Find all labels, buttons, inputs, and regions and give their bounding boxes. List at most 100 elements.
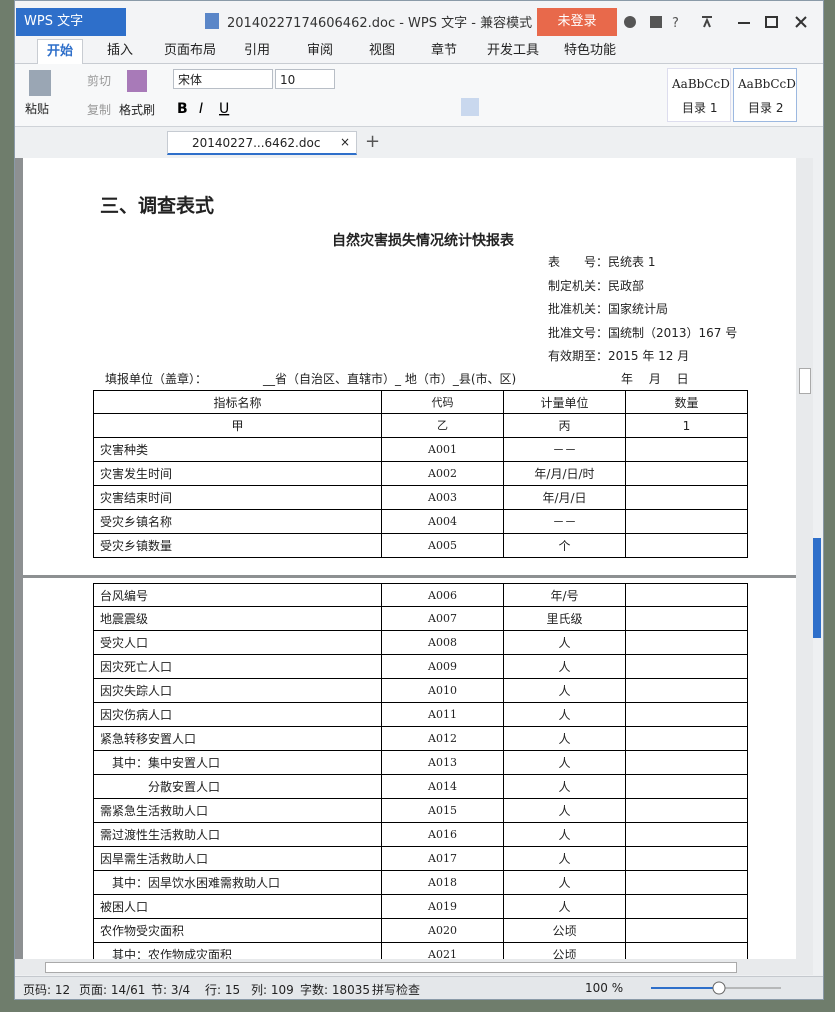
cut-label[interactable]: 剪切 — [87, 74, 112, 88]
quick-access-bar: 20140227...6462.doc × + — [15, 129, 823, 157]
document-tab-label: 20140227...6462.doc — [192, 136, 321, 150]
table-cell: 个 — [504, 534, 626, 558]
document-tab[interactable]: 20140227...6462.doc × — [167, 131, 357, 155]
document-area: 三、调查表式 自然灾害损失情况统计快报表 表 号： 民统表 1 制定机关： 民政部 批准… — [15, 158, 796, 959]
help-icon[interactable]: ? — [672, 16, 679, 31]
meta-key: 有效期至： — [548, 349, 609, 363]
paste-icon[interactable] — [29, 70, 51, 96]
ribbon-tab[interactable]: 开始 — [37, 39, 84, 64]
table-cell: 被困人口 — [93, 895, 382, 919]
status-item: 页面: 14/61 — [79, 983, 146, 997]
new-tab-button[interactable]: + — [365, 131, 381, 152]
table-cell: 人 — [504, 751, 626, 775]
table-cell: 人 — [504, 871, 626, 895]
table-cell: A019 — [382, 895, 504, 919]
italic-button[interactable]: I — [199, 101, 203, 117]
status-item: 节: 3/4 — [151, 983, 191, 997]
table-cell: 里氏级 — [504, 607, 626, 631]
table-cell: A018 — [382, 871, 504, 895]
h-scroll-thumb[interactable] — [45, 962, 737, 973]
style-preset[interactable]: AaBbCcD 目录 1 — [667, 68, 731, 122]
ribbon-tab[interactable]: 视图 — [369, 43, 396, 58]
table-cell: A012 — [382, 727, 504, 751]
font-select[interactable]: 宋体 — [173, 69, 273, 89]
format-painter-icon[interactable] — [127, 70, 147, 92]
table-cell: 年/月/日/时 — [504, 462, 626, 486]
style-name: 目录 1 — [682, 101, 718, 115]
ribbon-tab[interactable]: 引用 — [244, 43, 271, 58]
table-cell: 人 — [504, 727, 626, 751]
table-cell: 公顷 — [504, 943, 626, 959]
table-cell: 指标名称 — [93, 390, 382, 414]
scroll-thumb[interactable] — [799, 368, 811, 394]
style-name: 目录 2 — [748, 101, 784, 115]
table-cell: 受灾人口 — [93, 631, 382, 655]
status-item[interactable]: 拼写检查 — [372, 983, 421, 997]
collapse-button[interactable] — [702, 16, 712, 28]
fill-date: 年 月 日 — [621, 372, 689, 386]
table-cell: 代码 — [382, 390, 504, 414]
table-cell — [626, 847, 748, 871]
table-cell: 灾害结束时间 — [93, 486, 382, 510]
table-cell: 年/月/日 — [504, 486, 626, 510]
table-cell — [626, 895, 748, 919]
fill-region: __省（自治区、直辖市）_ 地（市）_县(市、区) — [263, 372, 517, 386]
ribbon-tab[interactable]: 审阅 — [307, 43, 334, 58]
shirt-icon[interactable] — [650, 16, 662, 28]
page-2: 台风编号 A006 年/号 地震震级 A007 里氏级 受灾人口 A008 人因灾死亡人口 A00… — [23, 578, 796, 959]
table-cell — [626, 703, 748, 727]
login-button[interactable]: 未登录 — [537, 8, 617, 36]
table-cell: 人 — [504, 703, 626, 727]
ribbon-tab[interactable]: 章节 — [431, 43, 458, 58]
page-1: 三、调查表式 自然灾害损失情况统计快报表 表 号： 民统表 1 制定机关： 民政部 批准… — [23, 158, 796, 575]
bold-button[interactable]: B — [177, 101, 188, 117]
format-painter-label[interactable]: 格式刷 — [119, 103, 156, 117]
app-menu-button[interactable]: WPS 文字 — [16, 8, 126, 36]
section-heading: 三、调查表式 — [100, 195, 215, 217]
status-item[interactable]: 100 % — [585, 981, 624, 995]
table-cell: A011 — [382, 703, 504, 727]
tab-close[interactable]: × — [340, 135, 351, 149]
table-cell: 因灾伤病人口 — [93, 703, 382, 727]
table-cell: 人 — [504, 847, 626, 871]
ribbon-tab[interactable]: 插入 — [107, 43, 134, 58]
underline-button[interactable]: U — [219, 101, 229, 117]
side-panel-toggle[interactable] — [813, 538, 821, 638]
table-cell: －－ — [504, 438, 626, 462]
table-cell: A020 — [382, 919, 504, 943]
table-cell: A015 — [382, 799, 504, 823]
vertical-scrollbar[interactable] — [796, 158, 813, 959]
paste-label[interactable]: 粘贴 — [25, 102, 50, 116]
align-left-button[interactable] — [461, 98, 479, 116]
zoom-slider[interactable] — [651, 981, 801, 995]
table-cell: A001 — [382, 438, 504, 462]
ribbon-tab[interactable]: 开发工具 — [487, 43, 540, 58]
meta-value: 国家统计局 — [608, 302, 669, 316]
table-cell — [626, 462, 748, 486]
table-cell: A007 — [382, 607, 504, 631]
table-cell: 分散安置人口 — [93, 775, 382, 799]
table-cell — [626, 631, 748, 655]
toolbar: 粘贴 剪切 复制 格式刷 宋体 10 B I U AaBbCcD 目录 1 AaBb… — [15, 64, 823, 127]
size-select[interactable]: 10 — [275, 69, 335, 89]
status-item: 列: 109 — [251, 983, 294, 997]
skin-icon[interactable] — [624, 16, 636, 28]
status-bar: 页码: 12 页面: 14/61 节: 3/4 行: 15 列: 109 字数: 1803… — [15, 976, 823, 999]
copy-label[interactable]: 复制 — [87, 103, 112, 117]
table-cell — [626, 775, 748, 799]
style-preview: AaBbCcD — [672, 77, 730, 91]
table-cell: 紧急转移安置人口 — [93, 727, 382, 751]
horizontal-scrollbar[interactable] — [15, 959, 813, 975]
window: WPS 文字 20140227174606462.doc - WPS 文字 - … — [14, 0, 824, 1000]
style-preset[interactable]: AaBbCcD 目录 2 — [733, 68, 797, 122]
table-cell: 受灾乡镇名称 — [93, 510, 382, 534]
maximize-button[interactable] — [765, 16, 778, 28]
table-cell — [626, 751, 748, 775]
table-cell — [626, 510, 748, 534]
ribbon-tab[interactable]: 页面布局 — [164, 43, 217, 58]
table-cell — [626, 727, 748, 751]
ribbon-tab[interactable]: 特色功能 — [564, 43, 617, 58]
table-cell — [626, 919, 748, 943]
close-button[interactable] — [795, 16, 807, 28]
